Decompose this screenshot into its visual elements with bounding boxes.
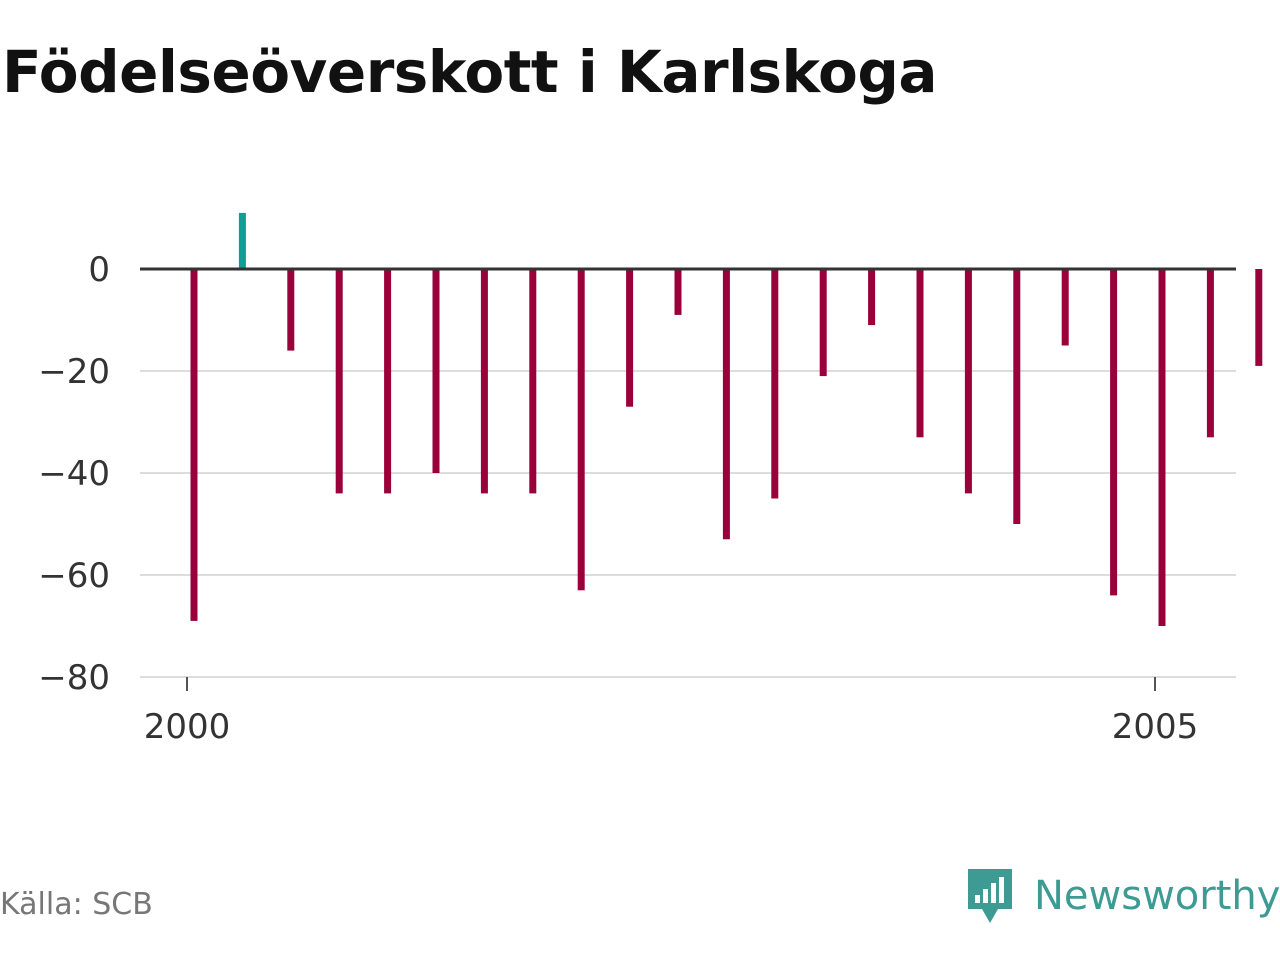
bar — [335, 269, 343, 494]
bar — [916, 269, 924, 438]
bar — [384, 269, 392, 494]
bar — [771, 269, 779, 499]
bar — [1206, 269, 1214, 438]
brand-logo: Newsworthy — [964, 864, 1280, 928]
y-tick-label: −20 — [38, 352, 110, 392]
source-label: Källa: SCB — [0, 887, 153, 922]
bar — [1110, 269, 1118, 596]
bar — [287, 269, 295, 351]
bar — [1255, 269, 1263, 366]
bar — [674, 269, 682, 315]
bar — [238, 212, 246, 269]
bars — [190, 212, 1263, 626]
bar — [1013, 269, 1021, 524]
x-tick-label: 2000 — [144, 707, 231, 747]
brand-name: Newsworthy — [1034, 873, 1280, 919]
bar — [480, 269, 488, 494]
bar — [577, 269, 585, 591]
bar — [964, 269, 972, 494]
y-tick-label: −80 — [38, 658, 110, 698]
bar — [190, 269, 198, 621]
bar — [432, 269, 440, 473]
bar — [1061, 269, 1069, 346]
bar — [529, 269, 537, 494]
x-axis: 200020052010201520202025 — [140, 267, 1236, 747]
chart-title: Födelseöverskott i Karlskoga — [2, 38, 938, 106]
y-tick-label: 0 — [88, 250, 110, 290]
newsworthy-logo-icon — [968, 869, 1012, 923]
y-tick-label: −40 — [38, 454, 110, 494]
gridlines — [140, 370, 1236, 678]
bar — [819, 269, 827, 377]
bar — [626, 269, 634, 407]
bar — [868, 269, 876, 326]
x-tick-label: 2005 — [1112, 707, 1199, 747]
y-axis-ticks: 0 −20 −40 −60 −80 — [38, 250, 110, 698]
bar — [1158, 269, 1166, 626]
y-tick-label: −60 — [38, 556, 110, 596]
bar — [722, 269, 730, 540]
